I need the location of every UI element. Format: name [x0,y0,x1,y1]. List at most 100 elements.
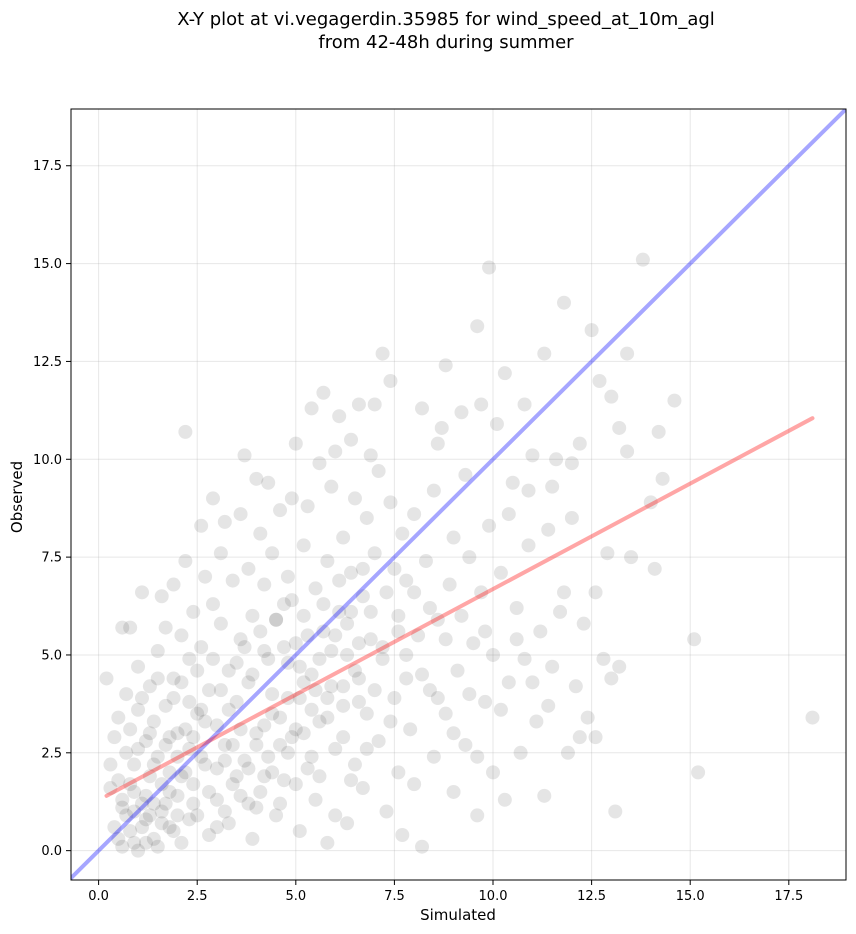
data-point [438,632,453,647]
data-point [99,671,114,686]
data-point [533,624,548,639]
data-point [217,514,232,529]
data-point [336,530,351,545]
data-point [312,769,327,784]
data-point [324,479,339,494]
data-point [202,827,217,842]
data-point [608,804,623,819]
data-point [107,730,122,745]
data-point [225,777,240,792]
data-point [320,554,335,569]
data-point [194,702,209,717]
data-point [438,358,453,373]
data-point [249,800,264,815]
data-point [553,604,568,619]
data-point [336,698,351,713]
data-point [186,777,201,792]
data-point [269,612,284,627]
data-point [233,632,248,647]
data-point [265,706,280,721]
data-point [497,366,512,381]
data-point [288,436,303,451]
data-point [241,675,256,690]
data-point [308,792,323,807]
data-point [347,491,362,506]
data-point [537,788,552,803]
data-point [142,726,157,741]
data-point [217,804,232,819]
data-point [186,730,201,745]
data-point [411,628,426,643]
data-point [624,550,639,565]
data-point [462,550,477,565]
x-axis-label: Simulated [420,906,496,924]
data-point [328,444,343,459]
data-point [174,835,189,850]
data-point [454,405,469,420]
data-point [470,319,485,334]
data-point [292,824,307,839]
data-point [588,730,603,745]
data-point [138,835,153,850]
data-point [233,722,248,737]
data-point [355,589,370,604]
data-point [257,577,272,592]
data-point [332,604,347,619]
x-tick-label: 2.5 [187,889,208,904]
data-point [446,726,461,741]
x-tick-label: 0.0 [88,889,109,904]
data-point [355,561,370,576]
data-point [351,671,366,686]
y-tick-label: 15.0 [33,257,62,272]
data-point [332,573,347,588]
data-point [225,573,240,588]
data-point [541,698,556,713]
data-point [186,604,201,619]
data-point [399,671,414,686]
data-point [375,651,390,666]
data-point [158,737,173,752]
data-point [576,616,591,631]
grid-lines [71,109,846,880]
data-point [158,620,173,635]
data-point [170,749,185,764]
data-point [265,765,280,780]
x-tick-label: 10.0 [479,889,508,904]
data-point [415,667,430,682]
data-point [620,346,635,361]
data-point [525,675,540,690]
data-point [154,589,169,604]
data-point [316,385,331,400]
data-point [363,604,378,619]
data-point [209,718,224,733]
data-point [395,526,410,541]
data-point [478,624,493,639]
data-point [154,804,169,819]
data-point [367,546,382,561]
data-point [292,691,307,706]
data-point [261,475,276,490]
chart-title-line-1: X-Y plot at vi.vegagerdin.35985 for wind… [177,9,715,30]
data-point [359,510,374,525]
data-point [131,741,146,756]
data-point [174,675,189,690]
chart-title-line-2: from 42-48h during summer [318,32,574,53]
data-point [651,424,666,439]
data-point [221,702,236,717]
data-point [486,647,501,662]
data-point [213,683,228,698]
data-point [127,784,142,799]
regression-line [104,416,815,798]
data-point [217,753,232,768]
data-point [430,436,445,451]
data-point [146,796,161,811]
data-point [482,260,497,275]
data-point [225,737,240,752]
y-tick-label: 2.5 [41,746,62,761]
data-point [174,628,189,643]
data-point [505,475,520,490]
data-point [296,675,311,690]
data-point [134,691,149,706]
data-point [529,714,544,729]
data-point [241,796,256,811]
